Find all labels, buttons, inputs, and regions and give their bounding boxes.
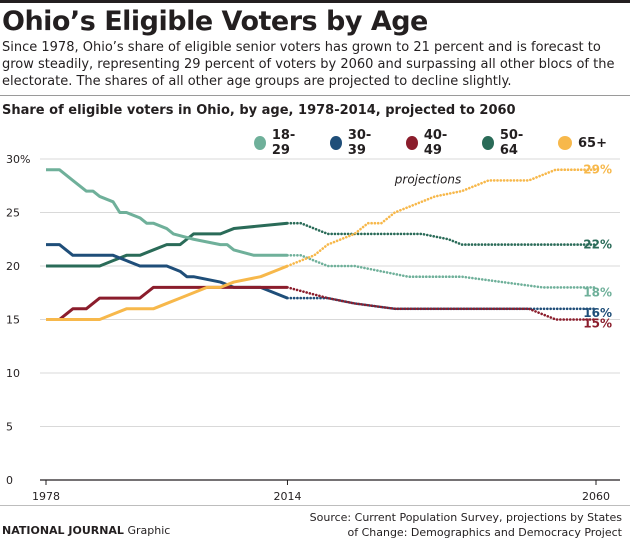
y-tick-label: 15 (6, 314, 20, 327)
end-label-65+: 29% (583, 163, 612, 177)
legend-item-40-49: 40-49 (406, 128, 459, 158)
page-title: Ohio’s Eligible Voters by Age (2, 6, 428, 37)
series-line-40-49 (46, 285, 288, 321)
series-line-65+ (46, 264, 289, 321)
x-tick-label: 2060 (582, 490, 610, 503)
series-line-18-29 (46, 168, 288, 257)
x-tick-label: 1978 (32, 490, 60, 503)
legend-item-18-29: 18-29 (254, 128, 307, 158)
legend-label: 40-49 (423, 128, 448, 158)
divider (0, 95, 630, 96)
series-projection-40-49 (286, 286, 598, 321)
series-line-50-64 (46, 221, 288, 268)
brand-suffix: Graphic (123, 524, 171, 537)
end-label-18-29: 18% (583, 285, 612, 299)
top-rule (0, 0, 630, 3)
legend-item-65-plus: 65+ (558, 128, 607, 158)
legend-label: 50-64 (499, 128, 524, 158)
series-projection-30-39 (286, 296, 598, 311)
legend-item-30-39: 30-39 (330, 128, 383, 158)
end-label-30-39: 16% (583, 306, 612, 320)
legend-label: 65+ (578, 135, 607, 151)
y-tick-label: 0 (6, 474, 13, 487)
y-tick-label: 5 (6, 421, 13, 434)
legend-swatch (558, 136, 572, 150)
series-projection-50-64 (286, 221, 598, 246)
legend-label: 18-29 (271, 128, 296, 158)
source-note: Source: Current Population Survey, proje… (309, 511, 622, 539)
chart-legend: 18-29 30-39 40-49 50-64 65+ (254, 128, 630, 158)
footer-rule (0, 505, 630, 506)
brand-name: NATIONAL JOURNAL (2, 524, 124, 537)
series-projection-65+ (286, 168, 598, 268)
y-tick-label: 25 (6, 207, 20, 220)
legend-item-50-64: 50-64 (482, 128, 535, 158)
line-chart: 0 5 10 15 20 25 30% 1978 2014 2060 projections 22% 1… (6, 153, 620, 503)
series-projection-18-29 (286, 254, 598, 289)
y-tick-label: 20 (6, 260, 20, 273)
legend-swatch (330, 136, 342, 150)
y-tick-label: 30% (6, 153, 30, 166)
end-label-40-49: 15% (583, 317, 612, 331)
y-tick-label: 10 (6, 367, 20, 380)
series-line-30-39 (46, 243, 289, 300)
legend-swatch (482, 136, 494, 150)
legend-swatch (406, 136, 418, 150)
chart-subtitle: Share of eligible voters in Ohio, by age… (2, 103, 516, 118)
x-tick-label: 2014 (273, 490, 301, 503)
legend-label: 30-39 (347, 128, 372, 158)
legend-swatch (254, 136, 266, 150)
end-label-50-64: 22% (583, 238, 612, 252)
projections-annotation: projections (394, 173, 461, 187)
brand-credit: NATIONAL JOURNAL Graphic (2, 524, 170, 537)
intro-text: Since 1978, Ohio’s share of eligible sen… (2, 40, 615, 89)
